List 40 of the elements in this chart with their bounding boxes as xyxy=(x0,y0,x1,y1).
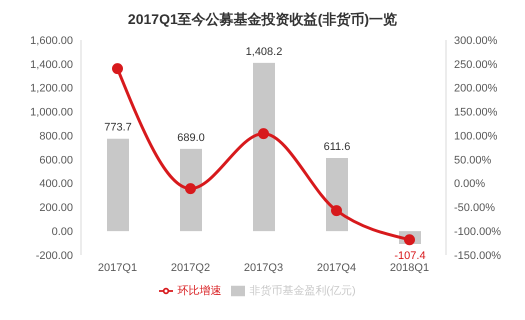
point xyxy=(331,205,342,216)
y-tick-label: 800.00 xyxy=(39,130,73,142)
y-tick-label: 200.00 xyxy=(39,202,73,214)
y-tick-label: 600.00 xyxy=(39,154,73,166)
x-tick-label: 2017Q3 xyxy=(244,262,284,274)
point xyxy=(258,128,269,140)
x-tick-label: 2018Q1 xyxy=(390,262,430,274)
data-label: 611.6 xyxy=(324,141,350,154)
y2-tick-label: 100.00% xyxy=(454,130,498,142)
bar xyxy=(180,148,202,232)
y2-tick-label: 250.00% xyxy=(454,58,498,71)
bar xyxy=(107,138,129,232)
bar xyxy=(253,62,275,232)
y-tick-label: 0.00 xyxy=(52,226,73,238)
data-label: 773.7 xyxy=(104,122,132,134)
y2-tick-label: 150.00% xyxy=(454,106,498,119)
x-tick-label: 2017Q4 xyxy=(316,262,356,274)
data-label: -107.4 xyxy=(394,250,426,262)
point xyxy=(112,63,123,74)
y2-tick-label: 300.00% xyxy=(454,34,498,47)
data-label: 689.0 xyxy=(177,132,205,144)
y2-tick-label: -100.00% xyxy=(454,226,502,238)
y2-tick-label: -150.00% xyxy=(454,250,502,262)
chart-title: 2017Q1至今公募基金投资收益(非货币)一览 xyxy=(126,10,398,29)
y-tick-label: 1,600.00 xyxy=(30,34,73,47)
legend-label: 环比增速 xyxy=(177,285,222,297)
y-tick-label: 1,200.00 xyxy=(30,82,73,95)
y2-tick-label: 50.00% xyxy=(454,154,492,166)
y2-tick-label: 0.00% xyxy=(454,178,486,190)
y-tick-label: 1,000.00 xyxy=(30,106,73,119)
y-tick-label: 400.00 xyxy=(39,178,73,190)
data-label: 1,408.2 xyxy=(246,46,282,58)
bar xyxy=(326,158,348,232)
y-tick-label: -200.00 xyxy=(36,250,73,262)
y2-tick-label: 200.00% xyxy=(454,82,498,95)
y2-tick-label: -50.00% xyxy=(454,202,496,214)
y-tick-label: 1,400.00 xyxy=(30,58,73,71)
x-tick-label: 2017Q2 xyxy=(170,262,210,274)
x-tick-label: 2017Q1 xyxy=(98,262,138,274)
point xyxy=(185,183,196,194)
